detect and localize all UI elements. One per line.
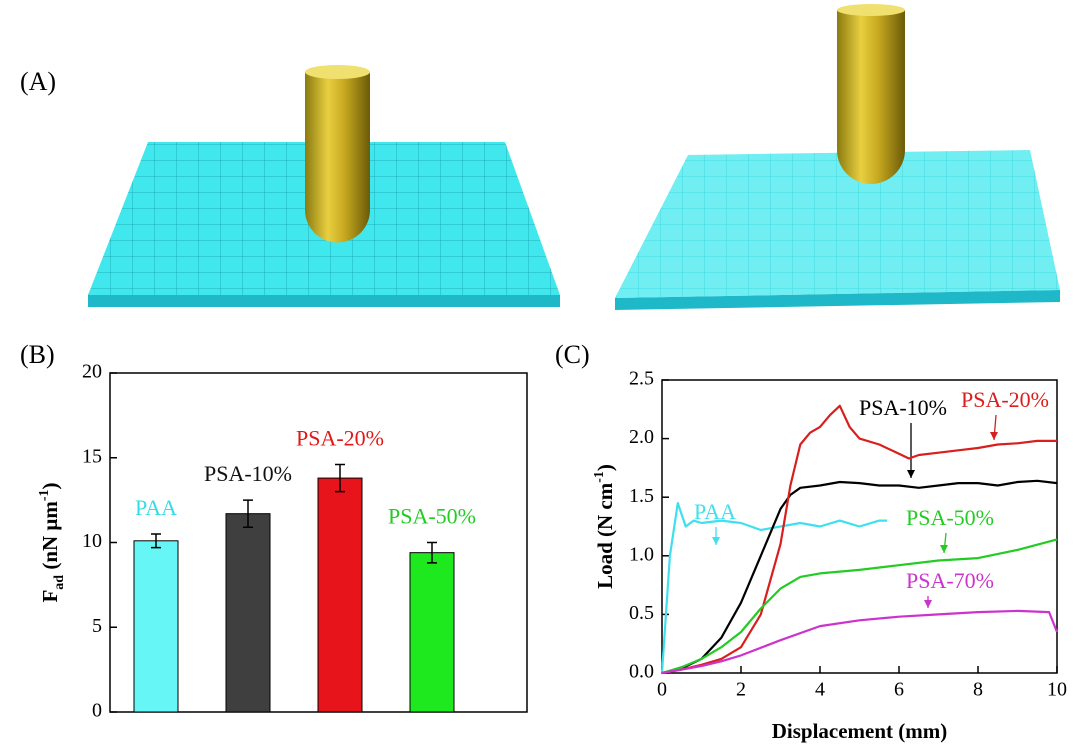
- panel-label: (A): [20, 67, 56, 96]
- x-axis-label: Displacement (mm): [772, 719, 948, 743]
- bar-chart: (B) 0 5 10 15 20 Fad (nN μm-1) PAA PSA-10%PSA-20…: [20, 340, 528, 722]
- y-tick-label: 10: [82, 530, 102, 552]
- data-line: [661, 479, 1058, 675]
- bar-label: PSA-20%: [296, 426, 384, 451]
- series-label: PSA-50%: [906, 505, 994, 530]
- annotation-arrowhead: [990, 432, 998, 440]
- illustration-left: [88, 65, 560, 307]
- y-axis-label-part: Load (N cm: [593, 482, 617, 589]
- series-label: PSA-20%: [961, 387, 1049, 412]
- data-line: [660, 502, 888, 674]
- bar-label: PAA: [135, 495, 177, 520]
- y-axis-label-part: -1: [592, 471, 607, 483]
- y-tick-label: 15: [82, 445, 102, 467]
- x-tick-label: 0: [657, 679, 667, 701]
- y-axis-label-part: ad: [52, 575, 67, 590]
- data-line: [661, 538, 1058, 675]
- bar: [409, 552, 455, 713]
- annotation-arrowhead: [924, 600, 932, 608]
- y-tick-label: 5: [92, 615, 102, 637]
- plot-frame: [661, 379, 1058, 674]
- bar-label: PSA-10%: [204, 461, 292, 486]
- bar: [225, 513, 271, 713]
- x-tick-label: 6: [894, 679, 904, 701]
- y-tick-label: 1.0: [629, 543, 654, 565]
- y-axis-label-part: (nN μm: [38, 501, 62, 575]
- data-line: [661, 609, 1059, 675]
- illustration-right: [615, 4, 1060, 310]
- x-tick-label: 10: [1047, 679, 1067, 701]
- annotation-arrowhead: [712, 537, 720, 545]
- error-bar: [151, 533, 161, 549]
- series-label: PSA-10%: [859, 395, 947, 420]
- panel-label: (C): [555, 340, 590, 369]
- bar: [133, 540, 179, 713]
- y-tick-label: 0: [92, 700, 102, 722]
- y-tick-label: 0.0: [629, 661, 654, 683]
- y-axis-label: Load (N cm-1): [592, 464, 617, 589]
- y-axis-label: Fad (nN μm-1): [37, 482, 67, 602]
- bar: [317, 477, 363, 713]
- x-tick-label: 2: [736, 679, 746, 701]
- y-axis-label-part: ): [38, 482, 62, 489]
- error-bar: [427, 541, 437, 564]
- x-tick-label: 8: [973, 679, 983, 701]
- y-tick-label: 0.5: [629, 602, 654, 624]
- error-bar: [243, 499, 253, 528]
- line-chart: (C) 0.0 0.5 1.0 1.5 2.0 2.5 0 2 4 6 8 10 Displacement…: [555, 340, 1067, 743]
- data-line: [661, 404, 1057, 675]
- x-tick-label: 4: [815, 679, 825, 701]
- y-axis-label-part: F: [38, 590, 62, 603]
- bar-label: PSA-50%: [388, 504, 476, 529]
- series-label: PAA: [694, 499, 736, 524]
- panel-label: (B): [20, 340, 55, 369]
- y-axis-label-part: -1: [37, 489, 52, 501]
- y-tick-label: 2.0: [629, 426, 654, 448]
- y-axis-label-part: ): [593, 464, 617, 471]
- y-tick-label: 2.5: [629, 368, 654, 390]
- y-tick-label: 20: [82, 361, 102, 383]
- annotation-arrowhead: [907, 470, 915, 478]
- series-label: PSA-70%: [906, 568, 994, 593]
- error-bar: [335, 463, 345, 493]
- annotation-arrowhead: [940, 545, 948, 553]
- y-tick-label: 1.5: [629, 485, 654, 507]
